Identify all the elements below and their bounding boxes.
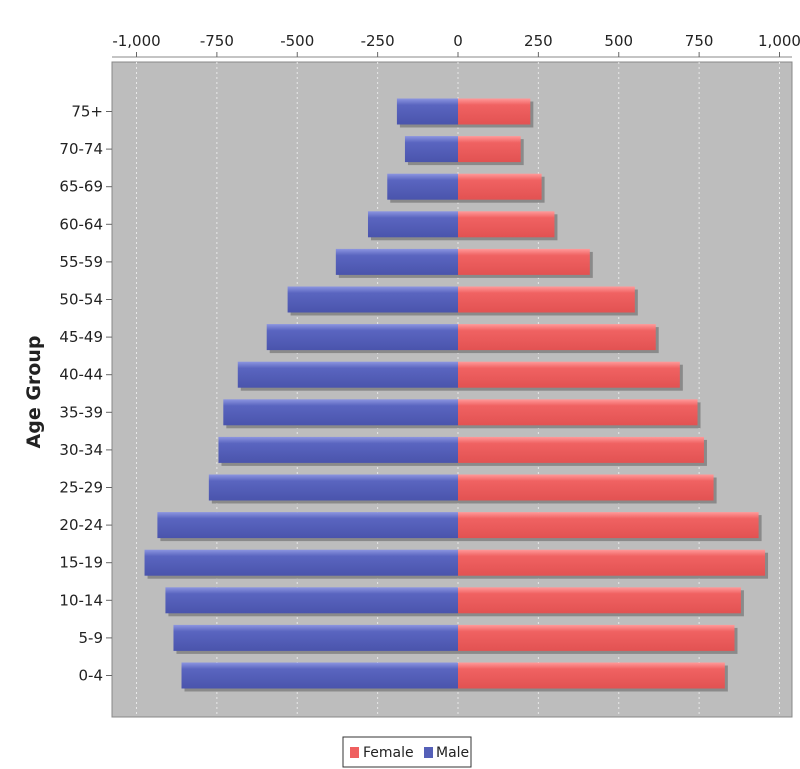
female-bar bbox=[458, 549, 766, 576]
y-tick-label: 70-74 bbox=[59, 140, 103, 158]
male-bar bbox=[237, 361, 458, 388]
female-bar bbox=[458, 399, 698, 426]
y-tick-label: 60-64 bbox=[59, 215, 103, 233]
female-bar bbox=[458, 512, 759, 539]
male-bar bbox=[173, 624, 458, 651]
y-axis-title: Age Group bbox=[23, 336, 45, 449]
male-bar bbox=[144, 549, 458, 576]
male-bar bbox=[218, 436, 458, 463]
female-bar bbox=[458, 248, 590, 275]
bars bbox=[144, 98, 769, 692]
x-tick-label: 0 bbox=[453, 32, 463, 50]
x-tick-label: 750 bbox=[685, 32, 714, 50]
y-tick-label: 75+ bbox=[71, 103, 103, 121]
y-tick-label: 10-14 bbox=[59, 591, 103, 609]
male-bar bbox=[287, 286, 458, 313]
male-bar bbox=[404, 136, 458, 163]
male-bar bbox=[181, 662, 458, 689]
male-bar bbox=[367, 211, 458, 238]
male-bar bbox=[165, 587, 458, 614]
female-bar bbox=[458, 624, 735, 651]
x-axis-ticks: -1,000 -750 -500 -250 0 250 500 750 1,000 bbox=[112, 32, 800, 57]
female-bar bbox=[458, 136, 521, 163]
female-bar bbox=[458, 324, 656, 351]
male-bar bbox=[223, 399, 458, 426]
y-tick-label: 20-24 bbox=[59, 516, 103, 534]
male-bar bbox=[396, 98, 458, 125]
male-bar bbox=[387, 173, 458, 200]
male-bar bbox=[335, 248, 458, 275]
female-bar bbox=[458, 474, 714, 501]
male-bar bbox=[208, 474, 458, 501]
legend-male-swatch bbox=[424, 747, 433, 758]
y-tick-label: 25-29 bbox=[59, 479, 103, 497]
y-axis-ticks: 75+ 70-74 65-69 60-64 55-59 50-54 45-49 40-44 35… bbox=[59, 103, 112, 685]
x-tick-label: -500 bbox=[280, 32, 314, 50]
y-tick-label: 55-59 bbox=[59, 253, 103, 271]
y-tick-label: 45-49 bbox=[59, 328, 103, 346]
female-bar bbox=[458, 361, 680, 388]
legend-male-label: Male bbox=[436, 745, 469, 761]
female-bar bbox=[458, 98, 531, 125]
male-bar bbox=[157, 512, 458, 539]
y-tick-label: 15-19 bbox=[59, 554, 103, 572]
x-tick-label: 250 bbox=[524, 32, 553, 50]
legend-female-label: Female bbox=[363, 745, 414, 761]
female-bar bbox=[458, 436, 704, 463]
x-tick-label: -1,000 bbox=[112, 32, 160, 50]
legend-female-swatch bbox=[350, 747, 359, 758]
y-tick-label: 35-39 bbox=[59, 403, 103, 421]
female-bar bbox=[458, 587, 741, 614]
female-bar bbox=[458, 211, 555, 238]
male-bar bbox=[266, 324, 458, 351]
female-bar bbox=[458, 173, 542, 200]
y-tick-label: 0-4 bbox=[79, 667, 104, 685]
y-tick-label: 40-44 bbox=[59, 366, 103, 384]
x-tick-label: -750 bbox=[200, 32, 234, 50]
female-bar bbox=[458, 286, 635, 313]
y-tick-label: 30-34 bbox=[59, 441, 103, 459]
legend: Female Male bbox=[342, 736, 472, 768]
x-tick-label: 500 bbox=[604, 32, 633, 50]
female-bar bbox=[458, 662, 725, 689]
y-tick-label: 65-69 bbox=[59, 178, 103, 196]
y-tick-label: 50-54 bbox=[59, 291, 103, 309]
x-tick-label: 1,000 bbox=[758, 32, 800, 50]
x-tick-label: -250 bbox=[361, 32, 395, 50]
y-tick-label: 5-9 bbox=[79, 629, 104, 647]
legend-box bbox=[342, 736, 472, 768]
